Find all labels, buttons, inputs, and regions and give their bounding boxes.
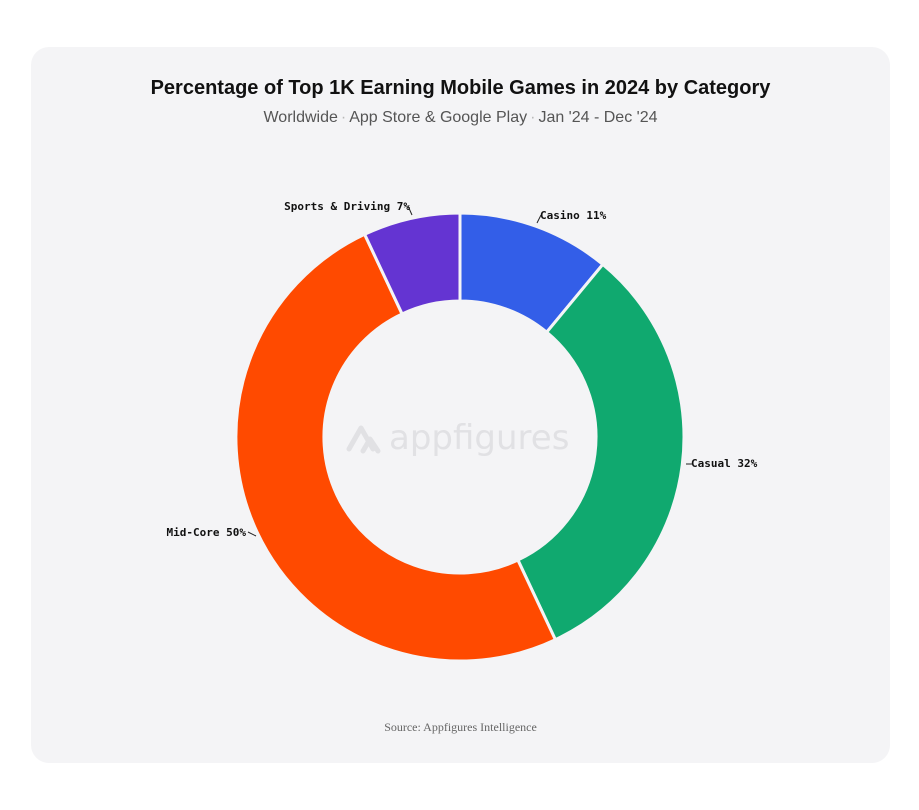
chart-subtitle: Worldwide · App Store & Google Play · Jan '2… [31,109,890,127]
leader-line-mid-core [247,531,257,537]
donut-slice-mid-core [234,232,558,663]
subtitle-stores: App Store & Google Play [349,109,528,126]
subtitle-date-range: Jan '24 - Dec '24 [538,109,658,126]
slice-label-mid-core: Mid-Core 50% [167,526,247,539]
source-note: Source: Appfigures Intelligence [384,720,537,734]
subtitle-separator: · [530,109,536,126]
leader-line-sports-driving [407,205,413,216]
appfigures-logo-icon [346,425,381,454]
subtitle-separator: · [340,109,347,126]
donut-slice-casual [515,262,686,642]
donut-slices [234,211,686,663]
slice-label-casino: Casino 11% [540,209,607,222]
watermark-text: appfigures [389,418,569,458]
chart-title: Percentage of Top 1K Earning Mobile Game… [150,77,771,99]
leader-line-casino [536,214,542,224]
slice-label-sports-driving: Sports & Driving 7% [284,200,410,213]
slice-label-casual: Casual 32% [691,457,758,470]
donut-slice-sports-driving [362,211,462,316]
subtitle-region: Worldwide [263,109,338,126]
watermark: appfigures [346,418,569,458]
slice-labels: Casino 11% Casual 32% Mid-Core 50% Sports &… [167,200,758,539]
